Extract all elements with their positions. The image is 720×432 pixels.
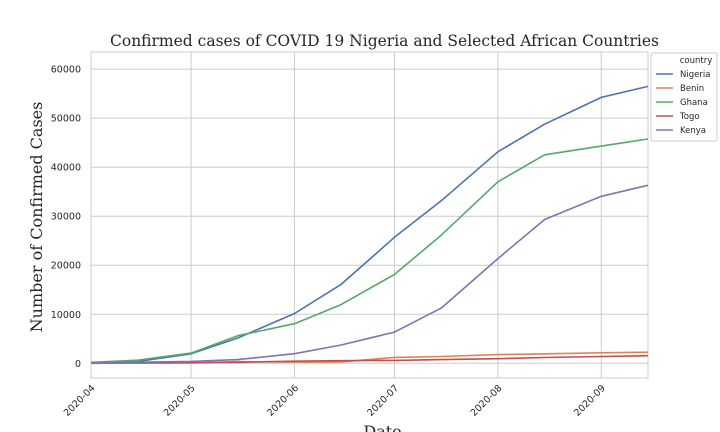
y-tick-label: 0 xyxy=(75,359,81,370)
chart-title: Confirmed cases of COVID 19 Nigeria and … xyxy=(110,32,659,50)
x-tick-label: 2020-06 xyxy=(265,383,301,419)
series-lines xyxy=(90,85,649,365)
legend-label-togo: Togo xyxy=(679,112,700,122)
x-tick-label: 2020-09 xyxy=(572,383,608,419)
y-axis-ticks: 0 10000 20000 30000 40000 50000 60000 xyxy=(51,65,81,370)
plot-area xyxy=(90,51,649,379)
x-tick-label: 2020-08 xyxy=(469,383,505,419)
y-tick-label: 40000 xyxy=(51,163,81,174)
y-tick-label: 50000 xyxy=(51,114,81,125)
x-axis-ticks: 2020-04 2020-05 2020-06 2020-07 2020-08 2020-… xyxy=(62,383,608,419)
y-tick-label: 20000 xyxy=(51,261,81,272)
y-tick-label: 10000 xyxy=(51,310,81,321)
gridlines xyxy=(90,52,648,378)
y-axis-label: Number of Confirmed Cases xyxy=(27,102,46,333)
legend-label-benin: Benin xyxy=(680,84,704,94)
x-tick-label: 2020-05 xyxy=(162,383,198,419)
series-line-nigeria xyxy=(90,85,649,364)
series-line-kenya xyxy=(90,184,649,364)
x-tick-label: 2020-04 xyxy=(62,383,98,419)
legend-label-kenya: Kenya xyxy=(680,126,706,136)
series-line-ghana xyxy=(90,138,649,364)
y-tick-label: 30000 xyxy=(51,212,81,223)
x-tick-label: 2020-07 xyxy=(365,383,401,419)
x-axis-label: Date xyxy=(363,422,401,432)
legend-title: country xyxy=(680,56,713,66)
legend-label-nigeria: Nigeria xyxy=(680,70,710,80)
legend-items: Nigeria Benin Ghana Togo Kenya xyxy=(656,70,710,136)
y-tick-label: 60000 xyxy=(51,65,81,76)
legend-label-ghana: Ghana xyxy=(680,98,708,108)
legend-box xyxy=(650,52,718,142)
legend: country Nigeria Benin Ghana Togo Kenya xyxy=(650,52,718,142)
series-line-togo xyxy=(90,354,649,364)
